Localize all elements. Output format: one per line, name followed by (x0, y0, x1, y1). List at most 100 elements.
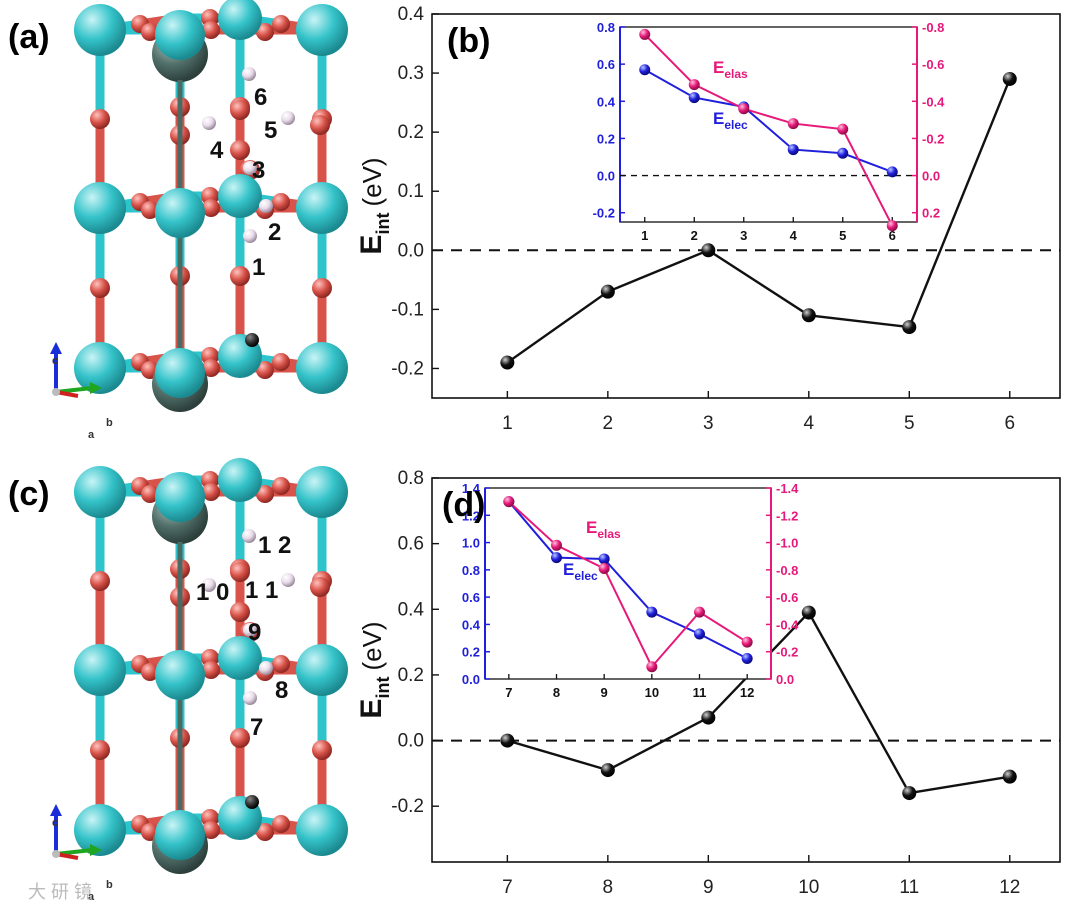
inset-left-tick-label: 0.4 (462, 617, 481, 632)
ti-atom (296, 466, 348, 518)
legend-main: E (586, 518, 597, 537)
legend-main: E (713, 109, 724, 128)
y-tick-label: 0.6 (398, 534, 424, 555)
panel-label-c: (c) (8, 475, 50, 513)
oxygen-atom (202, 359, 220, 377)
inset-left-tick-label: 1.4 (462, 481, 481, 496)
y-tick-label: 0.0 (398, 731, 424, 752)
hydrogen-atom (242, 529, 256, 543)
inset-point-elec (598, 553, 610, 565)
oxygen-atom (90, 740, 110, 760)
y-tick-label: 0.4 (398, 4, 425, 25)
oxygen-atom (90, 278, 110, 298)
y-tick-label: 0.8 (398, 468, 424, 489)
inset-frame (484, 487, 772, 680)
site-label-6: 6 (254, 84, 267, 111)
ti-atom (218, 636, 262, 680)
main-data-point (500, 355, 515, 370)
axis-c-label: c (52, 355, 58, 367)
y-tick-label: -0.2 (391, 358, 424, 379)
x-tick-label: 5 (904, 413, 915, 434)
inset-right-tick-label: -1.0 (776, 536, 798, 551)
hydrogen-atom (202, 116, 216, 130)
y-tick-label: 0.1 (398, 181, 424, 202)
inset-point-elas (787, 118, 799, 130)
main-data-point (500, 733, 515, 748)
axis-a-label: a (88, 891, 95, 903)
ti-atom (155, 348, 205, 398)
panel-label-d: (d) (442, 486, 485, 524)
hydrogen-atom (259, 199, 273, 213)
axis-origin (52, 388, 60, 396)
main-data-point (902, 786, 917, 801)
inset-point-elec (837, 147, 849, 159)
oxygen-atom (256, 361, 274, 379)
hydrogen-atom (259, 661, 273, 675)
oxygen-atom (312, 740, 332, 760)
x-tick-label: 9 (703, 877, 714, 898)
ti-atom (155, 472, 205, 522)
y-tick-label: -0.1 (391, 299, 424, 320)
crystal-structure-c: 78 9 1 0 1 1 1 2 c ba (50, 458, 348, 903)
oxygen-atom (141, 201, 159, 219)
ti-atom (296, 644, 348, 696)
ti-atom (74, 4, 126, 56)
inset-point-elas (738, 103, 750, 115)
inset-left-tick-label: 0.6 (597, 57, 615, 72)
inset-right-tick-label: -0.4 (922, 94, 945, 109)
inset-x-tick-label: 4 (790, 228, 798, 243)
x-tick-label: 10 (798, 877, 819, 898)
inset-x-tick-label: 12 (740, 685, 754, 700)
oxygen-atom (141, 23, 159, 41)
oxygen-atom (272, 15, 290, 33)
inset-point-elec (694, 628, 705, 640)
y-tick-label: 0.0 (398, 240, 424, 261)
inset-right-tick-label: 0.0 (776, 672, 794, 687)
inset-point-elas (837, 123, 849, 135)
legend-sub: elas (597, 527, 621, 541)
axis-c-arrowhead (50, 804, 62, 816)
oxygen-atom (272, 193, 290, 211)
inset-point-elas (688, 79, 700, 91)
axis-a-label: a (88, 429, 95, 441)
oxygen-atom (90, 109, 110, 129)
oxygen-atom (230, 728, 250, 748)
oxygen-atom (272, 477, 290, 495)
x-tick-label: 12 (999, 877, 1020, 898)
ti-atom (296, 4, 348, 56)
oxygen-atom (310, 115, 330, 135)
ti-atom (74, 466, 126, 518)
x-tick-label: 2 (603, 413, 614, 434)
site-label-2: 8 (275, 677, 288, 704)
main-data-point (701, 710, 716, 725)
inset-point-elas (598, 562, 610, 574)
inset-chart: 1.4 1.2 1.0 0.8 0.6 0.4 0.2 0.0 -1.4 -1.2 -1.0 -0.8… (462, 481, 799, 700)
main-data-point (701, 243, 716, 258)
hydrogen-atom (281, 573, 295, 587)
inset-series-line-elec (508, 500, 748, 660)
inset-legend-label: Eelas (586, 518, 621, 541)
y-tick-label: 0.2 (398, 122, 424, 143)
inset-right-tick-label: -1.2 (776, 508, 798, 523)
oxygen-atom (230, 562, 250, 582)
legend-main: E (713, 58, 724, 77)
ylabel-unit: (eV) (357, 157, 387, 206)
inset-point-elas (646, 661, 658, 673)
ti-atom (155, 650, 205, 700)
y-tick-label: 0.3 (398, 63, 424, 84)
site-label-4: 1 0 (196, 579, 229, 606)
x-tick-label: 8 (603, 877, 614, 898)
ti-atom (218, 0, 262, 40)
inset-x-tick-label: 10 (645, 685, 659, 700)
oxygen-atom (230, 140, 250, 160)
oxygen-atom (256, 823, 274, 841)
ti-atom (74, 804, 126, 856)
ti-atom (218, 458, 262, 502)
oxygen-atom (202, 199, 220, 217)
panel-label-b: (b) (447, 22, 490, 60)
inset-point-elec (787, 144, 799, 156)
inset-point-elas (551, 539, 562, 551)
inset-point-elas (741, 636, 753, 648)
oxygen-atom (310, 577, 330, 597)
